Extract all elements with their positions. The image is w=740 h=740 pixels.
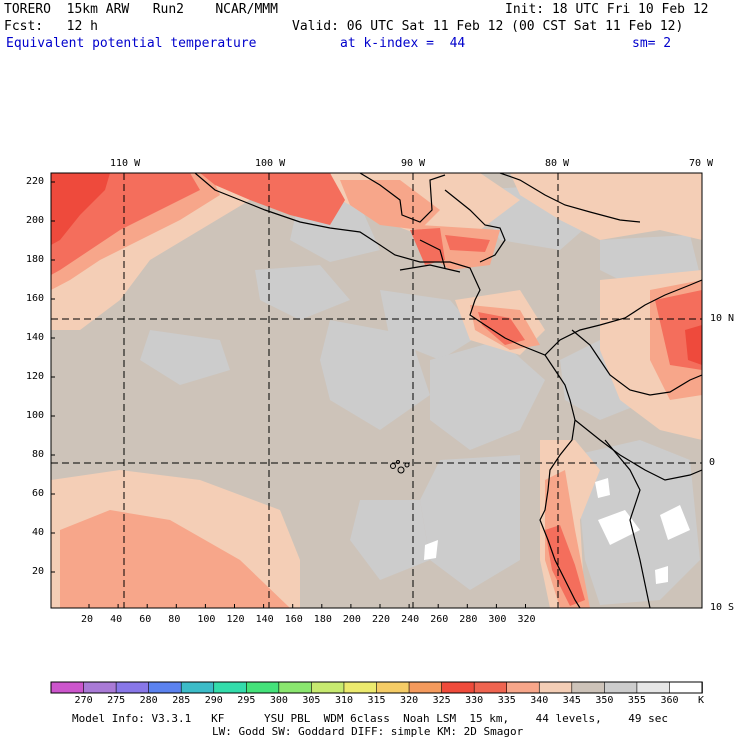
x-label: 80	[168, 614, 181, 625]
colorbar-swatch	[278, 681, 313, 694]
grid-ticks	[51, 181, 526, 608]
forecast-hour: Fcst: 12 h	[4, 19, 98, 34]
colorbar-swatch	[441, 681, 475, 694]
colorbar-swatch	[571, 681, 606, 694]
x-label: 220	[372, 614, 391, 625]
colorbar-swatch	[636, 681, 671, 694]
colorbar-swatch	[50, 681, 85, 694]
colorbar-label: 280	[139, 695, 158, 706]
map-frame	[50, 172, 703, 609]
coastlines	[194, 173, 702, 608]
lon-label-70w: 70 W	[689, 158, 714, 169]
colorbar-swatch	[506, 681, 541, 694]
colorbar-label: 325	[432, 695, 451, 706]
colorbar-label: 360	[660, 695, 679, 706]
lat-label-10n: 10 N	[710, 313, 735, 324]
colorbar-swatch	[311, 681, 345, 694]
x-label: 280	[459, 614, 478, 625]
lon-label-110w: 110 W	[110, 158, 141, 169]
lat-label-10s: 10 S	[710, 602, 735, 613]
lat-label-0: 0	[709, 457, 716, 468]
x-label: 180	[313, 614, 332, 625]
colorbar-label: 300	[269, 695, 288, 706]
colorbar-label: 330	[465, 695, 484, 706]
colorbar-label: 355	[627, 695, 646, 706]
x-label: 120	[226, 614, 245, 625]
colorbar-label: 285	[172, 695, 191, 706]
x-label: 260	[430, 614, 449, 625]
colorbar-swatch	[604, 681, 638, 694]
colorbar-swatch	[180, 681, 215, 694]
model-info-line2: LW: Godd SW: Goddard DIFF: simple KM: 2D…	[212, 725, 524, 738]
y-label: 220	[26, 176, 45, 187]
colorbar-label: 310	[334, 695, 353, 706]
colorbar-swatch	[83, 681, 117, 694]
y-label: 40	[32, 527, 45, 538]
model-run-title: TORERO 15km ARW Run2 NCAR/MMM	[4, 2, 278, 17]
y-label: 200	[26, 215, 45, 226]
colorbar-swatch	[538, 681, 573, 694]
y-label: 180	[26, 254, 45, 265]
colorbar-swatch	[213, 681, 248, 694]
x-label: 140	[255, 614, 274, 625]
colorbar-swatch	[408, 681, 443, 694]
y-label: 100	[26, 410, 45, 421]
colorbar-label: 270	[74, 695, 93, 706]
x-label: 60	[139, 614, 152, 625]
lat-lon-grid	[51, 173, 702, 608]
smoothing-value: sm= 2	[632, 36, 672, 51]
hot-regions	[51, 173, 702, 365]
y-label: 80	[32, 449, 45, 460]
colorbar	[50, 681, 703, 694]
x-label: 20	[81, 614, 94, 625]
valid-time: Valid: 06 UTC Sat 11 Feb 12 (00 CST Sat …	[292, 19, 684, 34]
x-label: 300	[488, 614, 507, 625]
colorbar-unit: K	[698, 695, 705, 706]
y-label: 120	[26, 371, 45, 382]
colorbar-frame	[50, 681, 703, 694]
x-label: 160	[284, 614, 303, 625]
x-label: 40	[110, 614, 123, 625]
y-label: 140	[26, 332, 45, 343]
white-pockets	[424, 478, 690, 584]
y-label: 160	[26, 293, 45, 304]
x-label: 240	[401, 614, 420, 625]
colorbar-swatch	[115, 681, 150, 694]
lon-label-100w: 100 W	[255, 158, 286, 169]
colorbar-label: 345	[562, 695, 581, 706]
colorbar-swatch	[343, 681, 378, 694]
colorbar-label: 340	[530, 695, 549, 706]
colorbar-swatch	[473, 681, 508, 694]
y-label: 20	[32, 566, 45, 577]
colorbar-label: 305	[302, 695, 321, 706]
colorbar-swatch	[669, 681, 703, 694]
colorbar-swatch	[246, 681, 280, 694]
field-name: Equivalent potential temperature	[6, 36, 257, 51]
lon-label-80w: 80 W	[545, 158, 570, 169]
x-label: 200	[342, 614, 361, 625]
x-label: 320	[517, 614, 536, 625]
y-label: 60	[32, 488, 45, 499]
model-info-line1: Model Info: V3.3.1 KF YSU PBL WDM 6class…	[72, 712, 669, 725]
x-label: 100	[197, 614, 216, 625]
colorbar-swatch	[376, 681, 410, 694]
level-index: at k-index = 44	[340, 36, 466, 51]
colorbar-label: 275	[107, 695, 126, 706]
colorbar-label: 350	[595, 695, 614, 706]
colorbar-label: 295	[237, 695, 256, 706]
colorbar-swatch	[148, 681, 182, 694]
colorbar-label: 320	[400, 695, 419, 706]
lon-label-90w: 90 W	[401, 158, 426, 169]
colorbar-label: 290	[204, 695, 223, 706]
init-time: Init: 18 UTC Fri 10 Feb 12	[505, 2, 709, 17]
colorbar-label: 335	[497, 695, 516, 706]
colorbar-label: 315	[367, 695, 386, 706]
